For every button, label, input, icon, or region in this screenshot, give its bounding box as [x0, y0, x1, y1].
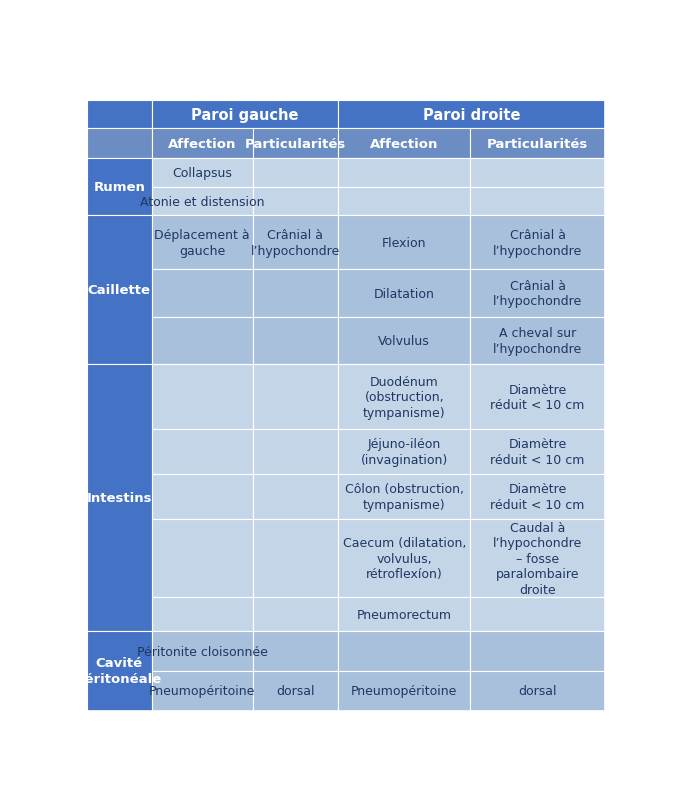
Text: Affection: Affection — [168, 138, 236, 151]
Text: Jéjuno-iléon
(invagination): Jéjuno-iléon (invagination) — [360, 438, 448, 466]
Text: Cavité
péritonéale: Cavité péritonéale — [76, 657, 163, 686]
Bar — [252, 188, 338, 216]
Text: Duodénum
(obstruction,
tympanisme): Duodénum (obstruction, tympanisme) — [363, 375, 446, 419]
Text: Particularités: Particularités — [487, 138, 588, 151]
Bar — [470, 631, 605, 671]
Bar — [87, 160, 152, 216]
Bar — [338, 129, 470, 160]
Bar — [87, 631, 152, 711]
Bar — [470, 671, 605, 711]
Text: Caillette: Caillette — [88, 284, 151, 297]
Text: Côlon (obstruction,
tympanisme): Côlon (obstruction, tympanisme) — [345, 483, 464, 511]
Bar — [152, 129, 252, 160]
Bar — [470, 160, 605, 188]
Text: Diamètre
réduit < 10 cm: Diamètre réduit < 10 cm — [490, 483, 585, 511]
Bar — [152, 520, 252, 597]
Text: Particularités: Particularités — [245, 138, 346, 151]
Bar — [470, 129, 605, 160]
Bar — [87, 129, 152, 160]
Bar — [252, 430, 338, 475]
Text: Pneumopéritoine: Pneumopéritoine — [351, 684, 458, 698]
Bar — [252, 216, 338, 270]
Text: Caecum (dilatation,
volvulus,
rétroflexíon): Caecum (dilatation, volvulus, rétroflexí… — [342, 537, 466, 581]
Bar — [152, 216, 252, 270]
Text: Dilatation: Dilatation — [374, 287, 435, 300]
Text: dorsal: dorsal — [276, 684, 315, 698]
Text: Paroi droite: Paroi droite — [423, 107, 520, 123]
Text: Pneumopéritoine: Pneumopéritoine — [149, 684, 255, 698]
Text: Volvulus: Volvulus — [378, 334, 430, 348]
Bar — [152, 160, 252, 188]
Bar — [470, 365, 605, 430]
Bar — [152, 318, 252, 365]
Bar — [338, 101, 605, 129]
Bar — [87, 101, 152, 129]
Bar — [470, 520, 605, 597]
Text: Rumen: Rumen — [93, 181, 145, 194]
Bar — [470, 475, 605, 520]
Bar — [87, 216, 152, 365]
Bar — [87, 365, 152, 631]
Text: A cheval sur
l’hypochondre: A cheval sur l’hypochondre — [493, 327, 582, 355]
Bar — [338, 520, 470, 597]
Bar — [152, 365, 252, 430]
Bar — [252, 365, 338, 430]
Bar — [338, 188, 470, 216]
Bar — [470, 597, 605, 631]
Text: Diamètre
réduit < 10 cm: Diamètre réduit < 10 cm — [490, 438, 585, 466]
Bar — [152, 671, 252, 711]
Text: Flexion: Flexion — [382, 237, 427, 249]
Bar — [252, 671, 338, 711]
Text: Crânial à
l’hypochondre: Crânial à l’hypochondre — [493, 229, 582, 257]
Bar — [252, 318, 338, 365]
Bar — [152, 597, 252, 631]
Bar — [152, 430, 252, 475]
Text: Intestins: Intestins — [86, 492, 152, 504]
Text: Péritonite cloisonnée: Péritonite cloisonnée — [137, 645, 268, 658]
Text: dorsal: dorsal — [518, 684, 557, 698]
Text: Collapsus: Collapsus — [172, 167, 232, 180]
Bar — [152, 188, 252, 216]
Bar — [338, 671, 470, 711]
Bar — [152, 631, 252, 671]
Text: Diamètre
réduit < 10 cm: Diamètre réduit < 10 cm — [490, 383, 585, 411]
Bar — [338, 270, 470, 318]
Bar — [338, 597, 470, 631]
Bar — [470, 188, 605, 216]
Bar — [252, 597, 338, 631]
Bar — [252, 270, 338, 318]
Bar — [338, 430, 470, 475]
Text: Crânial à
l’hypochondre: Crânial à l’hypochondre — [251, 229, 340, 257]
Bar — [252, 160, 338, 188]
Text: Affection: Affection — [370, 138, 438, 151]
Bar — [338, 216, 470, 270]
Bar — [252, 129, 338, 160]
Text: Déplacement à
gauche: Déplacement à gauche — [155, 229, 250, 257]
Bar — [470, 318, 605, 365]
Text: Caudal à
l’hypochondre
– fosse
paralombaire
droite: Caudal à l’hypochondre – fosse paralomba… — [493, 520, 582, 596]
Bar — [252, 520, 338, 597]
Bar — [338, 631, 470, 671]
Bar — [338, 475, 470, 520]
Bar — [470, 270, 605, 318]
Text: Paroi gauche: Paroi gauche — [191, 107, 299, 123]
Bar — [152, 475, 252, 520]
Bar — [252, 631, 338, 671]
Bar — [470, 216, 605, 270]
Bar — [152, 270, 252, 318]
Bar — [338, 365, 470, 430]
Text: Atonie et distension: Atonie et distension — [140, 195, 265, 209]
Bar — [252, 475, 338, 520]
Text: Pneumorectum: Pneumorectum — [356, 608, 452, 621]
Bar — [152, 101, 338, 129]
Text: Crânial à
l’hypochondre: Crânial à l’hypochondre — [493, 280, 582, 308]
Bar — [338, 318, 470, 365]
Bar — [470, 430, 605, 475]
Bar — [338, 160, 470, 188]
